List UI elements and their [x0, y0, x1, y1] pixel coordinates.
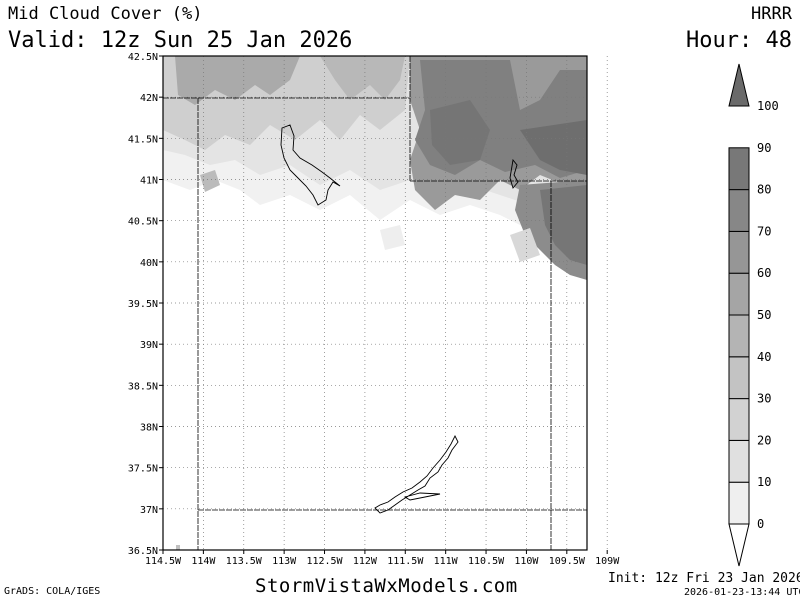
colorbar-segment — [728, 189, 750, 232]
init-time: Init: 12z Fri 23 Jan 2026 — [608, 571, 800, 586]
flaming-gorge — [509, 158, 519, 189]
lat-label: 41.5N — [128, 134, 158, 145]
lon-label: 109.5W — [549, 556, 586, 567]
colorbar-high-arrow — [728, 63, 750, 107]
lon-label: 110W — [514, 556, 539, 567]
colorbar-low-arrow — [728, 523, 750, 567]
colorbar-label: 70 — [757, 224, 771, 238]
lat-label: 40.5N — [128, 217, 158, 228]
chart-title: Mid Cloud Cover (%) — [8, 4, 203, 24]
lon-label: 112W — [353, 556, 378, 567]
colorbar-label: 20 — [757, 433, 771, 447]
lon-label: 113.5W — [226, 556, 263, 567]
colorbar-segment — [728, 272, 750, 316]
lon-label: 112.5W — [306, 556, 343, 567]
lon-labels: 114.5W 114W 113.5W 113W 112.5W 112W 111.5W 111W… — [145, 550, 620, 567]
colorbar-segment — [728, 147, 750, 191]
lon-label: 111W — [434, 556, 459, 567]
lon-label: 110.5W — [468, 556, 505, 567]
colorbar-segment — [728, 398, 750, 441]
lon-label: 109W — [595, 556, 620, 567]
great-salt-lake — [280, 124, 341, 206]
colorbar-label: 100 — [757, 99, 779, 113]
lat-label: 39.5N — [128, 299, 158, 310]
colorbar-label: 50 — [757, 308, 771, 322]
lat-label: 42.5N — [128, 52, 158, 63]
lat-label: 39N — [140, 340, 158, 351]
generated-timestamp: 2026-01-23-13:44 UTC — [684, 587, 800, 598]
lon-label: 114W — [191, 556, 216, 567]
colorbar-label: 90 — [757, 141, 771, 155]
forecast-hour: Hour: 48 — [686, 28, 792, 53]
state-boundaries — [163, 56, 587, 550]
colorbar-label: 80 — [757, 183, 771, 197]
colorbar-segment — [728, 481, 750, 525]
cloud-field — [163, 56, 587, 550]
colorbar: 0 10 20 30 40 50 60 70 80 90 100 — [728, 63, 779, 567]
valid-time: Valid: 12z Sun 25 Jan 2026 — [8, 28, 353, 53]
colorbar-segment — [728, 356, 750, 400]
lon-label: 113W — [272, 556, 297, 567]
lat-label: 36.5N — [128, 546, 158, 557]
colorbar-label: 30 — [757, 392, 771, 406]
lon-label: 111.5W — [387, 556, 424, 567]
colorbar-segment — [728, 230, 750, 274]
colorbar-label: 40 — [757, 350, 771, 364]
lat-label: 42N — [140, 93, 158, 104]
colorbar-label: 0 — [757, 517, 764, 531]
colorbar-segment — [728, 314, 750, 358]
grads-credit: GrADS: COLA/IGES — [4, 586, 101, 597]
lat-label: 37N — [140, 505, 158, 516]
colorbar-label: 10 — [757, 475, 771, 489]
lakes — [280, 124, 519, 514]
lake-powell — [374, 434, 459, 514]
model-name: HRRR — [751, 4, 792, 24]
colorbar-label: 60 — [757, 266, 771, 280]
lat-label: 41N — [140, 176, 158, 187]
colorbar-segment — [728, 439, 750, 483]
lat-label: 38N — [140, 423, 158, 434]
site-watermark: StormVistaWxModels.com — [255, 575, 518, 597]
lat-label: 38.5N — [128, 381, 158, 392]
map-grid — [163, 56, 608, 550]
lat-labels: 42.5N 42N 41.5N 41N 40.5N 40N 39.5N 39N 38.5N 38N… — [128, 52, 163, 557]
lat-label: 40N — [140, 258, 158, 269]
lon-label: 114.5W — [145, 556, 182, 567]
lat-label: 37.5N — [128, 464, 158, 475]
